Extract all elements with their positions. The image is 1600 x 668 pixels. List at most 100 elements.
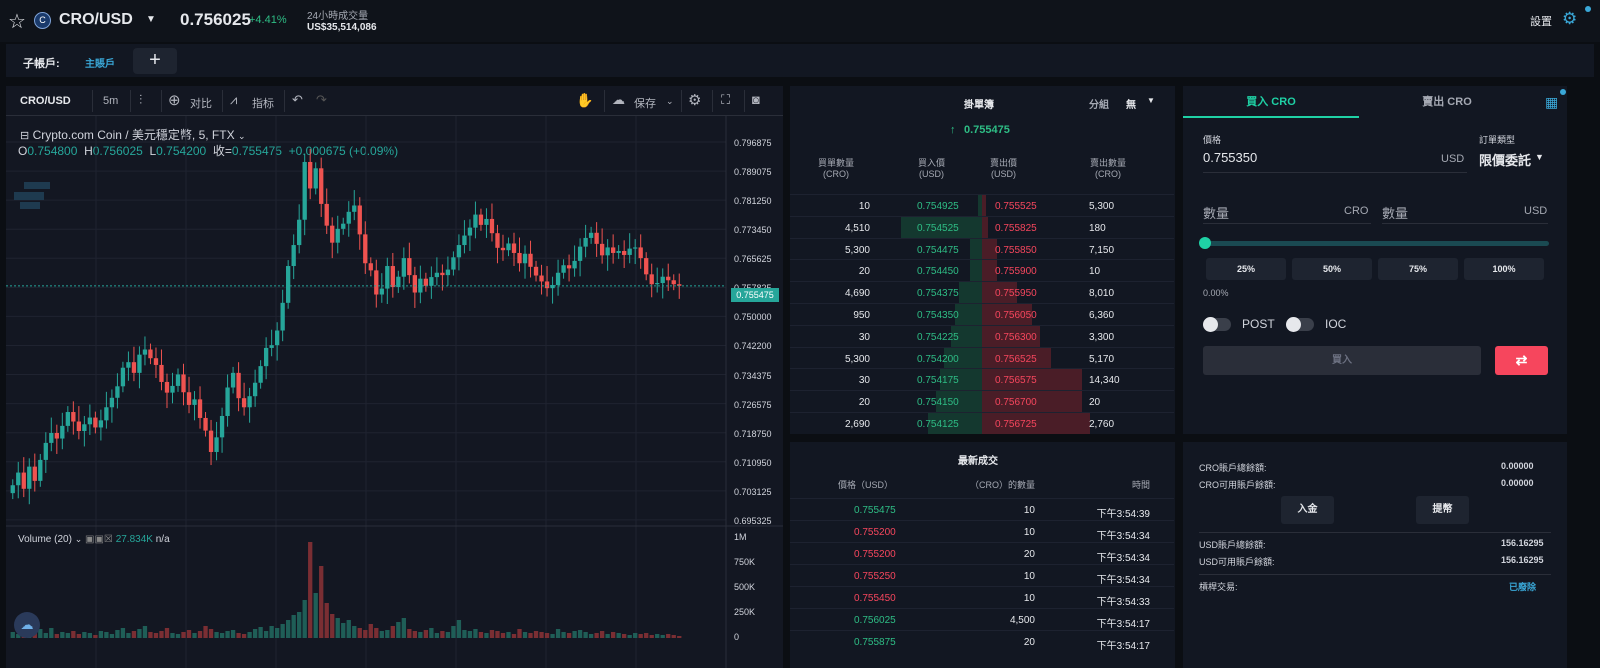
candle-body	[32, 466, 37, 481]
pct-button-100[interactable]: 100%	[1464, 258, 1544, 280]
volume-24h-value: US$35,514,086	[307, 22, 377, 33]
indicator-icon[interactable]: ⩘	[230, 92, 238, 107]
ask-price: 0.756300	[995, 331, 1037, 343]
deposit-button[interactable]: 入金	[1281, 496, 1334, 524]
trades-title: 最新成交	[958, 456, 998, 467]
ask-price: 0.755900	[995, 266, 1037, 278]
bid-price: 0.754450	[917, 266, 959, 278]
fullscreen-icon[interactable]: ⛶	[721, 92, 731, 107]
candle-body	[192, 399, 197, 405]
volume-bar	[644, 633, 649, 638]
volume-bar	[230, 630, 236, 638]
orderbook-row[interactable]: 4,690 0.754375 0.755950 8,010	[790, 281, 1174, 304]
withdraw-button[interactable]: 提幣	[1416, 496, 1469, 524]
cloud-icon[interactable]: ☁	[612, 92, 625, 107]
qty-cro-unit: CRO	[1344, 205, 1369, 217]
gear-icon[interactable]: ⚙	[1562, 9, 1578, 28]
chevron-down-icon[interactable]: ▼	[1535, 152, 1544, 162]
orderbook-row[interactable]: 5,300 0.754200 0.756525 5,170	[790, 346, 1174, 369]
main-account-link[interactable]: 主賬戶	[85, 59, 115, 70]
candlestick-chart[interactable]	[6, 86, 783, 668]
orderbook-row[interactable]: 4,510 0.754525 0.755825 180	[790, 215, 1174, 238]
collapse-icon[interactable]: ⊟	[20, 130, 30, 142]
price-axis-label: 0.765625	[734, 254, 772, 265]
volume-bar	[335, 618, 340, 638]
change-value: +0.000675 (+0.09%)	[288, 144, 399, 158]
tab-buy[interactable]: 買入 CRO	[1183, 86, 1359, 118]
candle-body	[352, 205, 357, 212]
group-select[interactable]: 無	[1126, 100, 1136, 111]
undo-icon[interactable]: ↶	[292, 92, 303, 107]
tab-sell[interactable]: 賣出 CRO	[1422, 96, 1472, 108]
settings-link[interactable]: 設置	[1530, 16, 1552, 28]
calculator-icon[interactable]: ▦	[1545, 94, 1559, 110]
ask-price: 0.756050	[995, 310, 1037, 321]
camera-icon[interactable]: ◙	[752, 92, 760, 107]
bid-qty: 950	[853, 310, 870, 321]
pct-button-50[interactable]: 50%	[1292, 258, 1372, 280]
candle-body	[225, 387, 230, 416]
order-type-select[interactable]: 限價委託	[1479, 153, 1532, 168]
chevron-down-icon[interactable]: ▼	[1147, 96, 1155, 105]
hand-icon[interactable]: ✋	[576, 92, 594, 108]
interval-button[interactable]: 5m	[103, 95, 119, 107]
legend-title: Crypto.com Coin / 美元穩定幣, 5, FTX	[32, 128, 235, 142]
candle-body	[297, 219, 302, 246]
orderbook-row[interactable]: 950 0.754350 0.756050 6,360	[790, 303, 1174, 325]
qty-usd-label[interactable]: 數量	[1382, 206, 1409, 221]
volume-tools-icon[interactable]: ▣▣☒	[85, 534, 113, 545]
volume-axis-label: 500K	[734, 582, 756, 592]
price-input[interactable]: 0.755350	[1203, 150, 1258, 165]
candle-type-icon[interactable]: ⫶	[139, 92, 143, 107]
volume-bar	[313, 593, 318, 638]
amount-slider[interactable]	[1203, 241, 1549, 246]
candle-body	[60, 425, 65, 439]
orderbook-header: 賣出數量 (CRO)	[1090, 158, 1127, 179]
orderbook-row[interactable]: 30 0.754225 0.756300 3,300	[790, 324, 1174, 347]
margin-value[interactable]: 已廢除	[1509, 582, 1537, 592]
volume-bar	[87, 633, 93, 638]
low-value: 0.754200	[156, 144, 207, 158]
tv-logo-icon[interactable]: ☁	[14, 612, 40, 638]
pct-button-25[interactable]: 25%	[1206, 258, 1286, 280]
compare-icon[interactable]: ⊕	[168, 92, 181, 109]
orderbook-row[interactable]: 2,690 0.754125 0.756725 2,760	[790, 412, 1174, 434]
orderbook-row[interactable]: 20 0.754150 0.756700 20	[790, 390, 1174, 413]
indicator-button[interactable]: 指标	[252, 98, 274, 110]
ask-depth-bar	[982, 369, 1082, 391]
candle-body	[473, 214, 478, 228]
pair-title[interactable]: CRO/USD	[59, 11, 133, 28]
balance-value: 0.00000	[1501, 461, 1534, 471]
add-subaccount-button[interactable]: +	[133, 48, 177, 74]
price-axis-label: 0.703125	[734, 486, 772, 497]
save-button[interactable]: 保存	[634, 98, 656, 110]
orderbook-row[interactable]: 10 0.754925 0.755525 5,300	[790, 194, 1174, 216]
compare-button[interactable]: 对比	[190, 98, 212, 110]
swap-side-button[interactable]: ⇄	[1495, 346, 1548, 375]
trades-header-qty: （CRO）的數量	[970, 480, 1035, 490]
chevron-down-icon[interactable]: ⌄	[74, 534, 83, 544]
candle-body	[401, 258, 406, 277]
orderbook-row[interactable]: 20 0.754450 0.755900 10	[790, 259, 1174, 282]
chevron-down-icon[interactable]: ▼	[146, 14, 156, 25]
chevron-down-icon[interactable]: ⌄	[666, 96, 674, 106]
post-toggle[interactable]	[1203, 317, 1231, 332]
candle-body	[467, 227, 473, 236]
ioc-toggle[interactable]	[1286, 317, 1314, 332]
orderbook-row[interactable]: 5,300 0.754475 0.755850 7,150	[790, 237, 1174, 260]
volume-bar	[241, 634, 247, 638]
volume-bar	[98, 631, 104, 638]
volume-bar	[379, 631, 384, 638]
buy-submit-button[interactable]: 買入	[1203, 346, 1481, 375]
symbol-button[interactable]: CRO/USD	[20, 95, 71, 107]
settings-gear-icon[interactable]: ⚙	[688, 92, 702, 109]
pct-button-75[interactable]: 75%	[1378, 258, 1458, 280]
candle-body	[43, 442, 48, 460]
qty-cro-label[interactable]: 數量	[1203, 206, 1230, 221]
candle-body	[622, 250, 627, 255]
slider-handle[interactable]	[1199, 237, 1211, 249]
chevron-down-icon[interactable]: ⌄	[237, 131, 246, 141]
redo-icon[interactable]: ↷	[316, 92, 327, 107]
favorite-star-icon[interactable]: ☆	[8, 11, 26, 33]
orderbook-row[interactable]: 30 0.754175 0.756575 14,340	[790, 368, 1174, 391]
